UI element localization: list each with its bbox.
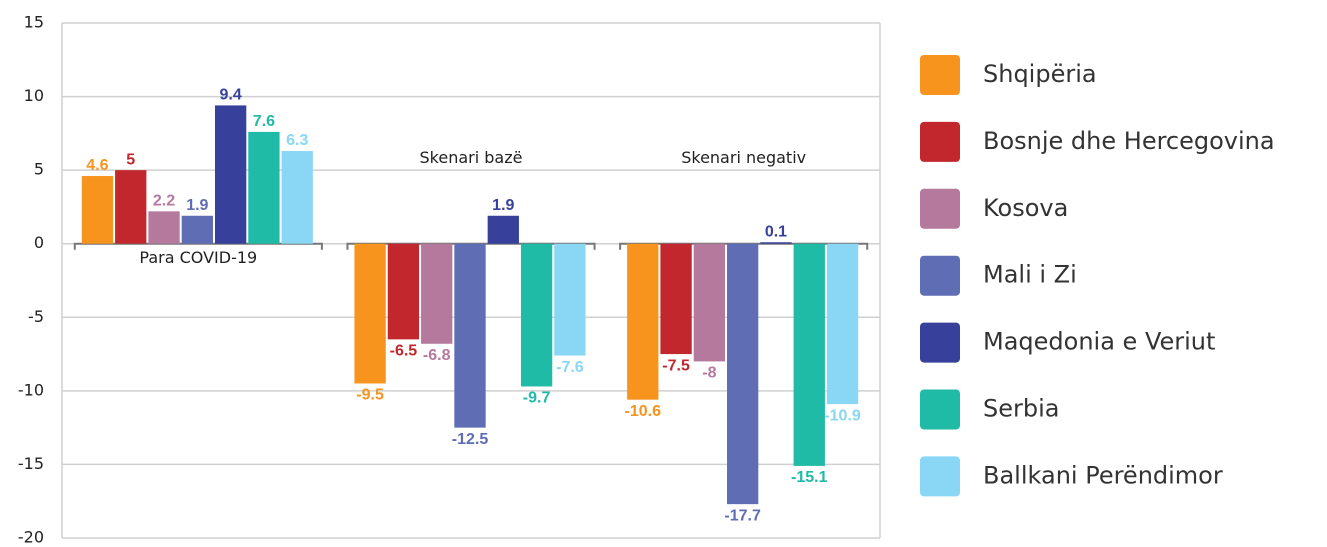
legend-swatch: [920, 121, 960, 162]
group-bracket: [346, 242, 596, 250]
bar: [760, 242, 792, 244]
y-tick-label: -20: [18, 528, 44, 547]
value-label: -7.6: [556, 359, 584, 376]
legend-swatch: [920, 389, 960, 430]
y-tick-label: 0: [34, 233, 44, 252]
value-label: -9.7: [523, 390, 551, 407]
bar: [627, 243, 659, 400]
value-label: -8: [702, 365, 716, 382]
category-label: Skenari bazë: [420, 148, 523, 167]
legend-text: Ballkani Perëndimor: [983, 461, 1223, 489]
value-label: 0.1: [765, 223, 787, 240]
bar: [727, 243, 759, 505]
y-tick-label: -5: [28, 307, 44, 326]
value-label: -6.8: [423, 347, 451, 364]
y-tick-label: 5: [34, 160, 44, 179]
bar: [214, 105, 247, 244]
bar: [148, 211, 180, 244]
bar: [487, 215, 519, 244]
value-label: -12.5: [452, 431, 489, 448]
value-label: 5: [126, 151, 135, 168]
value-label: -10.9: [824, 407, 861, 424]
bar: [520, 243, 553, 387]
legend-text: Mali i Zi: [983, 261, 1077, 289]
bar: [181, 215, 213, 244]
value-label: 6.3: [286, 132, 308, 149]
value-label: -17.7: [724, 507, 761, 524]
value-label: 1.9: [186, 197, 208, 214]
legend-text: Serbia: [983, 395, 1059, 423]
y-tick-label: -10: [18, 380, 44, 399]
value-label: 1.9: [492, 197, 514, 214]
bar: [387, 243, 420, 340]
value-label: -6.5: [390, 343, 418, 360]
y-tick-label: 10: [24, 86, 44, 105]
legend-swatch: [920, 255, 960, 296]
bar: [421, 243, 453, 344]
value-label: 4.6: [86, 157, 108, 174]
value-label: 2.2: [153, 193, 175, 210]
legend-swatch: [920, 456, 960, 497]
category-label: Para COVID-19: [139, 248, 257, 267]
bar: [81, 176, 114, 244]
y-tick-label: -15: [18, 454, 44, 473]
value-label: -10.6: [625, 403, 662, 420]
bar: [354, 243, 386, 384]
value-label: -15.1: [791, 469, 828, 486]
bar: [115, 170, 147, 244]
category-label: Skenari negativ: [681, 148, 806, 167]
legend-text: Bosnje dhe Hercegovina: [983, 127, 1275, 155]
value-label: -9.5: [356, 387, 384, 404]
value-label: 9.4: [220, 87, 242, 104]
group-bracket: [619, 242, 869, 250]
value-label: -7.5: [662, 357, 690, 374]
bar: [281, 151, 313, 244]
bar: [826, 243, 859, 405]
legend-swatch: [920, 55, 960, 95]
bar: [693, 243, 726, 362]
bar: [554, 243, 586, 356]
legend-swatch: [920, 188, 960, 229]
value-label: 7.6: [253, 113, 275, 130]
legend-text: Shqipëria: [983, 60, 1097, 88]
legend-swatch: [920, 322, 960, 363]
legend-text: Kosova: [983, 194, 1068, 222]
legend-text: Maqedonia e Veriut: [983, 328, 1215, 356]
bar: [793, 243, 825, 466]
bar: [454, 243, 486, 428]
y-tick-label: 15: [24, 13, 44, 32]
bar: [660, 243, 692, 355]
bar: [248, 131, 280, 244]
